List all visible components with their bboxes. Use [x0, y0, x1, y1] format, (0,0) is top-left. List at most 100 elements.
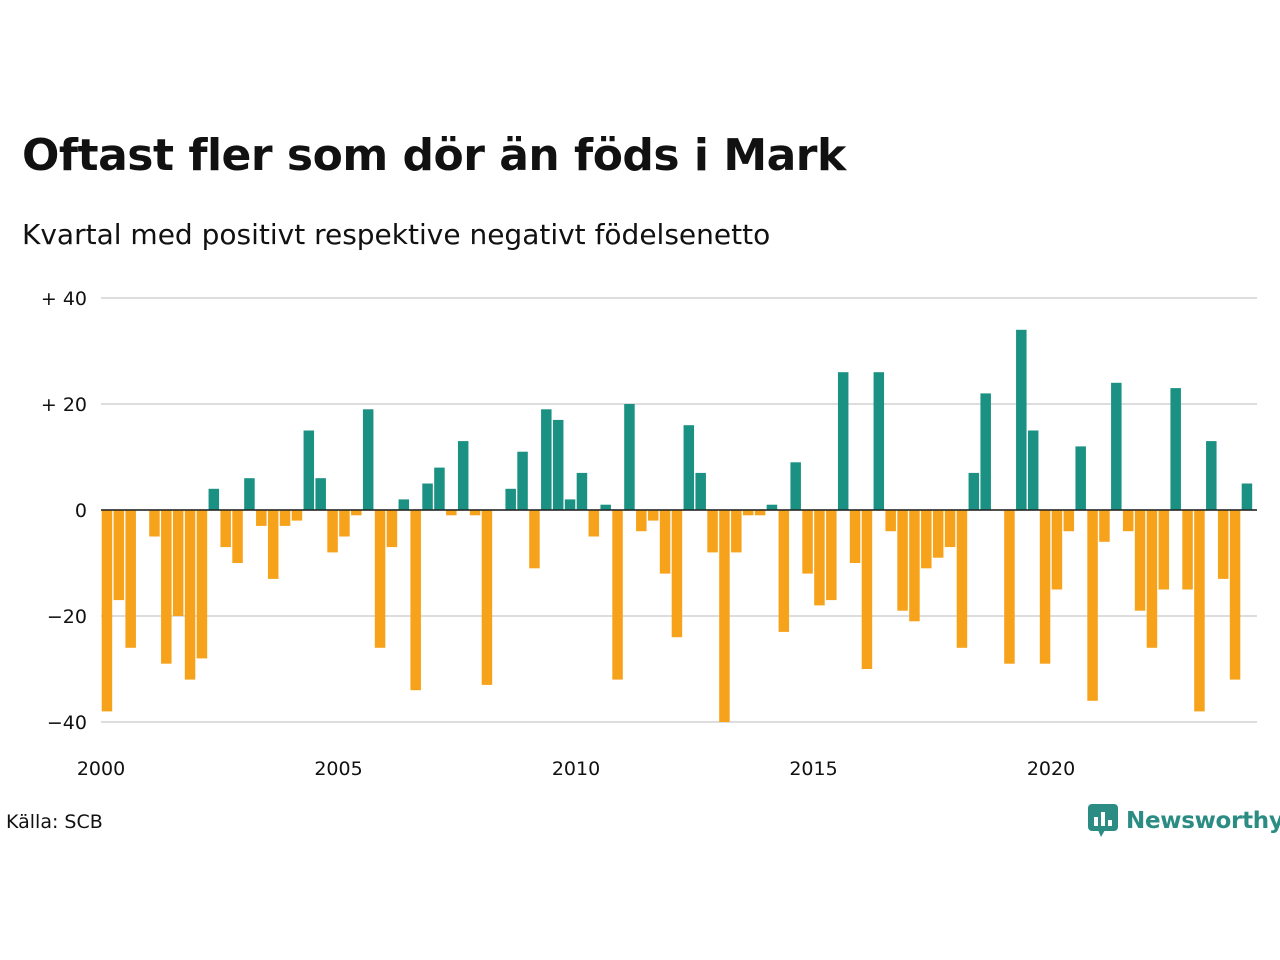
- bar: [422, 483, 433, 510]
- axis-labels: + 40 + 20 0 −20 −40 2000 2005 2010 2015 2020: [41, 288, 1257, 780]
- bar: [956, 510, 968, 648]
- brand-name: Newsworthy: [1126, 808, 1280, 834]
- bar: [1039, 510, 1051, 664]
- bar: [101, 510, 113, 712]
- bar: [220, 510, 231, 548]
- bar: [113, 510, 125, 601]
- bar: [1075, 446, 1086, 510]
- bar: [719, 510, 730, 722]
- bar: [564, 499, 576, 510]
- bar: [576, 472, 588, 510]
- bar: [861, 510, 873, 669]
- bar: [1051, 510, 1063, 590]
- bar: [1206, 441, 1217, 510]
- bar: [1134, 510, 1146, 611]
- bar: [624, 404, 635, 510]
- bar: [505, 488, 516, 510]
- bar: [351, 510, 362, 516]
- y-tick-label: + 40: [41, 288, 87, 310]
- bar: [707, 510, 718, 553]
- bar: [244, 478, 255, 510]
- bar: [1146, 510, 1158, 648]
- bar: [873, 372, 885, 510]
- bar: [446, 510, 457, 516]
- bar: [1016, 329, 1027, 510]
- x-tick-label: 2020: [1027, 758, 1075, 780]
- bar: [932, 510, 944, 558]
- bar: [552, 419, 564, 510]
- bar: [149, 510, 160, 537]
- bar: [1122, 510, 1134, 532]
- bar: [362, 409, 374, 510]
- bar: [897, 510, 908, 611]
- y-tick-label: + 20: [41, 394, 87, 416]
- bar-chart: + 40 + 20 0 −20 −40 2000 2005 2010 2015 2020: [41, 288, 1257, 780]
- bar: [742, 510, 754, 516]
- chart-subtitle: Kvartal med positivt respektive negativt…: [22, 218, 771, 251]
- bar: [671, 510, 683, 638]
- bar: [457, 441, 469, 510]
- bar: [1111, 382, 1122, 510]
- bar: [339, 510, 350, 537]
- bars: [101, 329, 1253, 722]
- bar: [327, 510, 338, 553]
- source-note: Källa: SCB: [6, 811, 103, 833]
- bar: [612, 510, 623, 680]
- bar: [469, 510, 481, 516]
- y-tick-label: −40: [47, 712, 87, 734]
- bar: [1241, 483, 1253, 510]
- bar: [600, 504, 611, 510]
- bar: [659, 510, 671, 574]
- bar: [267, 510, 279, 579]
- bar: [885, 510, 896, 532]
- bar: [1004, 510, 1015, 664]
- bar: [683, 425, 695, 510]
- bar: [849, 510, 861, 563]
- newsworthy-logo-icon: [1088, 804, 1118, 837]
- bar: [588, 510, 600, 537]
- bar: [1063, 510, 1075, 532]
- bar: [647, 510, 659, 521]
- bar: [790, 462, 801, 510]
- bar: [778, 510, 790, 632]
- bar: [1170, 388, 1181, 510]
- bar: [291, 510, 303, 521]
- bar: [125, 510, 136, 648]
- bar: [754, 510, 766, 516]
- bar: [944, 510, 956, 548]
- bar: [1217, 510, 1229, 579]
- bar: [303, 430, 315, 510]
- bar: [398, 499, 410, 510]
- bar: [374, 510, 386, 648]
- bar: [196, 510, 208, 659]
- bar: [315, 478, 326, 510]
- bar: [279, 510, 291, 526]
- bar: [517, 451, 528, 510]
- y-tick-label: 0: [75, 500, 87, 522]
- bar: [1087, 510, 1098, 701]
- bar: [172, 510, 184, 616]
- bar: [434, 467, 445, 510]
- bar: [529, 510, 540, 569]
- bar: [1182, 510, 1193, 590]
- bar: [208, 488, 220, 510]
- x-tick-label: 2005: [314, 758, 362, 780]
- x-tick-label: 2010: [552, 758, 600, 780]
- bar: [766, 504, 778, 510]
- x-tick-label: 2000: [77, 758, 125, 780]
- bar: [1027, 430, 1039, 510]
- bar: [386, 510, 398, 548]
- bar: [1194, 510, 1205, 712]
- bar: [256, 510, 267, 526]
- bar: [695, 472, 706, 510]
- bar: [802, 510, 813, 574]
- y-tick-label: −20: [47, 606, 87, 628]
- bar: [1229, 510, 1241, 680]
- bar: [826, 510, 837, 601]
- bar: [184, 510, 196, 680]
- bar: [731, 510, 742, 553]
- bar: [909, 510, 920, 622]
- bar: [481, 510, 493, 685]
- bar: [541, 409, 552, 510]
- bar: [161, 510, 172, 664]
